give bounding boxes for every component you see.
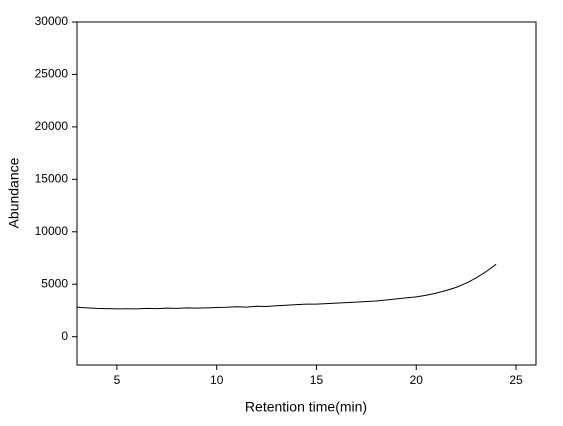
data-line [76, 263, 497, 310]
y-tick-label: 0 [61, 329, 68, 343]
x-tick-label: 20 [410, 373, 424, 387]
y-tick-label: 25000 [35, 67, 69, 81]
x-tick-label: 10 [210, 373, 224, 387]
x-axis-title: Retention time(min) [245, 399, 367, 415]
y-tick-label: 30000 [35, 14, 69, 28]
x-tick-label: 5 [114, 373, 121, 387]
x-tick-label: 15 [310, 373, 324, 387]
y-tick-label: 20000 [35, 119, 69, 133]
x-tick-label: 25 [509, 373, 523, 387]
plot-frame [76, 21, 537, 366]
y-axis-title: Abundance [6, 157, 22, 228]
y-tick-label: 5000 [41, 276, 68, 290]
y-tick-label: 15000 [35, 172, 69, 186]
y-tick-label: 10000 [35, 224, 69, 238]
